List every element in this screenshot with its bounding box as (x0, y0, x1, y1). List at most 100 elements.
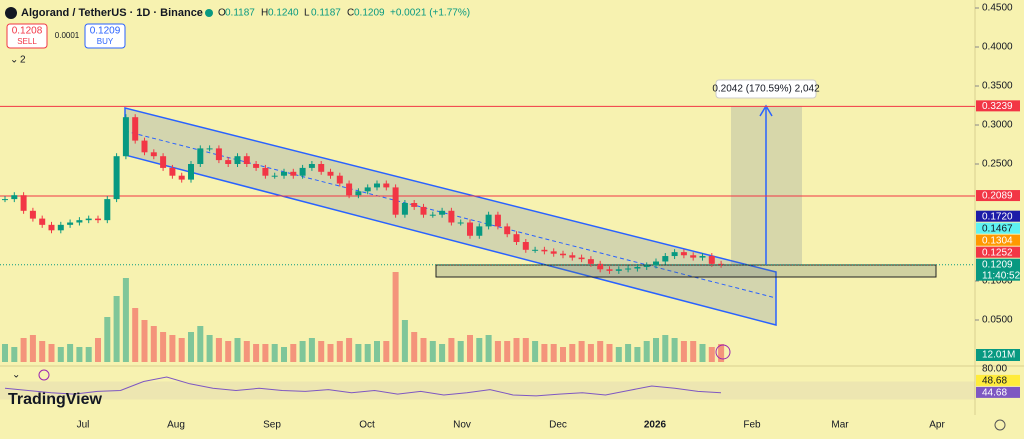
volume-bar (662, 335, 669, 362)
candle-body (299, 167, 306, 176)
rsi-icon[interactable] (38, 369, 50, 381)
sell-button[interactable] (6, 23, 48, 49)
rsi-tag (976, 386, 1020, 398)
price-tick-label: 0.3000 (982, 120, 1013, 131)
volume-bar (587, 344, 594, 362)
time-label: Oct (359, 420, 375, 431)
range-box (435, 264, 937, 278)
candle-body (504, 226, 511, 235)
volume-bar (169, 335, 176, 362)
volume-tag-label: 12.01M (982, 350, 1015, 361)
volume-bar (374, 341, 380, 362)
buy-price: 0.1209 (90, 26, 121, 37)
volume-bar (429, 341, 436, 362)
candle-body (169, 167, 176, 176)
sell-price: 0.1208 (12, 26, 43, 37)
volume-bar (504, 341, 511, 362)
price-tick-label: 0.4500 (982, 3, 1013, 14)
candle-body (57, 224, 64, 231)
volume-bar (653, 338, 659, 362)
candle-body (606, 269, 613, 271)
volume-bar (197, 326, 204, 362)
time-label: Mar (831, 420, 849, 431)
candle-body (643, 265, 650, 267)
candle-body (197, 148, 204, 164)
indicators-count: 2 (20, 55, 26, 66)
candle-body (188, 164, 194, 180)
price-tag-label: 0.1252 (982, 247, 1013, 258)
candle-body (290, 171, 297, 176)
time-label: Sep (263, 420, 281, 431)
candle-body (281, 171, 287, 176)
price-tick-label: 0.1000 (982, 276, 1013, 287)
collapse-toggle[interactable]: ⌄ (10, 55, 18, 66)
symbol-title[interactable]: Algorand / TetherUS · 1D · Binance (21, 7, 203, 19)
alert-icon[interactable] (715, 344, 731, 360)
volume-bar (215, 338, 222, 362)
candle-body (20, 195, 27, 211)
candle-body (634, 266, 641, 269)
volume-bar (411, 332, 418, 362)
market-status (205, 9, 213, 17)
price-tag-label: 0.1467 (982, 223, 1013, 234)
volume-bar (336, 341, 343, 362)
ohlc-value: 0.1187 (311, 8, 341, 19)
price-tag-label: 0.3239 (982, 101, 1013, 112)
buy-label: BUY (97, 37, 114, 46)
candle-body (532, 249, 539, 251)
volume-bar (299, 341, 306, 362)
price-tag (976, 100, 1020, 112)
candle-body (234, 156, 241, 164)
settings-icon[interactable] (994, 419, 1006, 431)
candle-body (160, 156, 167, 168)
measure-label: 0.2042 (170.59%) 2,042 (712, 84, 820, 95)
ohlc-key: H (261, 8, 268, 19)
candle-body (364, 187, 371, 192)
candle-body (680, 252, 687, 256)
rsi-tag-label: 48.68 (982, 376, 1007, 387)
time-label: Apr (929, 420, 945, 431)
candle-body (150, 152, 157, 157)
volume-bar (290, 344, 297, 362)
rsi-band (0, 381, 975, 400)
volume-bar (485, 335, 492, 362)
price-tag (976, 258, 1020, 281)
volume-bar (113, 296, 120, 362)
volume-bar (39, 341, 46, 362)
volume-bar (262, 344, 269, 362)
buy-button[interactable] (84, 23, 126, 49)
volume-bar (346, 338, 353, 362)
symbol-icon (5, 7, 17, 19)
price-tick-label: 0.2500 (982, 159, 1013, 170)
time-label: Jul (77, 420, 90, 431)
candle-body (113, 156, 120, 200)
volume-bar (392, 272, 399, 362)
time-label: 2026 (644, 420, 667, 431)
volume-bar (67, 344, 74, 362)
volume-bar (718, 344, 725, 362)
candle-body (122, 117, 129, 157)
candle-body (11, 195, 18, 200)
candle-body (318, 164, 325, 172)
candle-body (448, 210, 455, 223)
ohlc-key: C (347, 8, 354, 19)
candle-body (355, 191, 362, 196)
volume-bar (597, 341, 604, 362)
volume-bar (634, 347, 641, 362)
volume-bar (29, 335, 36, 362)
ohlc-value: 0.1187 (225, 8, 255, 19)
price-tick-label: 0.4000 (982, 42, 1013, 53)
rsi-toggle[interactable]: ⌄ (12, 370, 20, 381)
candle-body (494, 214, 501, 227)
volume-bar (160, 332, 167, 362)
volume-bar (188, 332, 194, 362)
candle-body (206, 148, 213, 150)
volume-bar (20, 338, 27, 362)
candle-body (457, 222, 464, 224)
candle-body (690, 255, 697, 258)
candle-body (522, 242, 529, 250)
candle-body (411, 203, 418, 207)
price-change: +0.0021 (+1.77%) (390, 8, 470, 19)
candle-body (76, 220, 83, 223)
rsi-tag-label: 44.68 (982, 388, 1007, 399)
